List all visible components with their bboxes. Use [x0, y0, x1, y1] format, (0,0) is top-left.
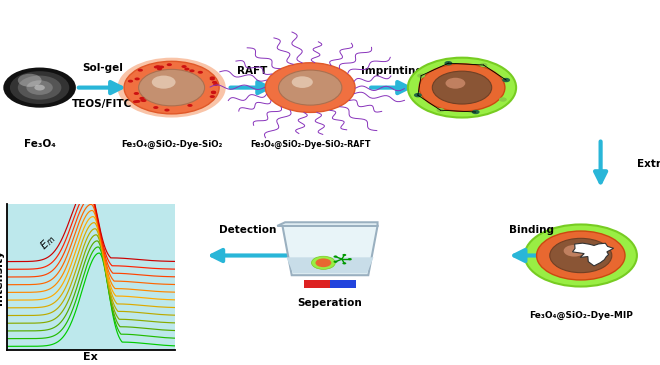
Circle shape — [446, 78, 465, 89]
Circle shape — [26, 80, 53, 95]
Circle shape — [138, 69, 143, 72]
Circle shape — [159, 66, 164, 69]
Text: Imprinting: Imprinting — [361, 66, 423, 76]
Circle shape — [564, 245, 585, 257]
Text: Sol-gel: Sol-gel — [82, 62, 123, 73]
Circle shape — [444, 61, 452, 65]
Circle shape — [164, 109, 170, 112]
Circle shape — [502, 78, 510, 82]
Circle shape — [187, 104, 193, 107]
Circle shape — [265, 63, 355, 112]
Circle shape — [213, 83, 218, 86]
Text: $E_m$: $E_m$ — [37, 232, 58, 253]
Circle shape — [135, 100, 141, 103]
Text: Binding: Binding — [510, 225, 554, 235]
Circle shape — [499, 97, 507, 102]
Circle shape — [211, 91, 216, 93]
Circle shape — [198, 71, 203, 74]
Circle shape — [189, 69, 195, 72]
Circle shape — [550, 238, 612, 273]
Circle shape — [537, 231, 625, 280]
Circle shape — [135, 77, 140, 80]
Circle shape — [432, 71, 492, 104]
Circle shape — [343, 262, 346, 264]
Circle shape — [480, 63, 488, 67]
Circle shape — [117, 58, 226, 118]
Circle shape — [167, 63, 172, 66]
Text: Fe₃O₄@SiO₂-Dye-MIP: Fe₃O₄@SiO₂-Dye-MIP — [529, 311, 633, 320]
Circle shape — [157, 68, 162, 70]
Circle shape — [312, 256, 335, 269]
Circle shape — [210, 95, 215, 98]
Circle shape — [133, 100, 138, 103]
Circle shape — [3, 68, 76, 108]
Circle shape — [472, 110, 480, 114]
Circle shape — [279, 70, 342, 105]
Circle shape — [343, 254, 346, 256]
Bar — [304, 280, 330, 288]
Circle shape — [154, 66, 159, 69]
Circle shape — [141, 99, 146, 102]
Polygon shape — [282, 226, 378, 275]
Bar — [330, 280, 356, 288]
Circle shape — [414, 93, 422, 97]
Circle shape — [182, 65, 187, 68]
Circle shape — [408, 58, 516, 118]
Circle shape — [141, 99, 147, 102]
Circle shape — [128, 80, 133, 82]
Circle shape — [139, 97, 145, 100]
Circle shape — [10, 71, 69, 104]
Circle shape — [134, 92, 139, 95]
Circle shape — [315, 258, 331, 267]
Circle shape — [419, 64, 505, 111]
Circle shape — [156, 65, 161, 68]
Text: Fe₃O₄@SiO₂-Dye-SiO₂-RAFT: Fe₃O₄@SiO₂-Dye-SiO₂-RAFT — [250, 139, 370, 149]
Circle shape — [436, 108, 444, 112]
Circle shape — [211, 91, 216, 94]
Circle shape — [210, 77, 215, 80]
Circle shape — [333, 261, 337, 263]
Text: RAFT: RAFT — [237, 66, 267, 76]
Circle shape — [525, 224, 637, 287]
Circle shape — [292, 76, 313, 88]
Circle shape — [152, 76, 176, 89]
X-axis label: Ex: Ex — [83, 352, 98, 362]
Circle shape — [417, 73, 425, 78]
Text: Fe₃O₄@SiO₂-Dye-SiO₂: Fe₃O₄@SiO₂-Dye-SiO₂ — [121, 139, 222, 149]
Circle shape — [348, 258, 352, 260]
Text: TEOS/FITC: TEOS/FITC — [72, 99, 133, 109]
Text: Extration: Extration — [637, 159, 660, 169]
Text: Detection: Detection — [219, 225, 276, 235]
Circle shape — [210, 76, 215, 79]
Circle shape — [153, 106, 158, 109]
Text: Seperation: Seperation — [298, 298, 362, 308]
Circle shape — [124, 61, 219, 114]
Circle shape — [212, 81, 217, 84]
Polygon shape — [572, 243, 614, 266]
Circle shape — [18, 76, 61, 100]
Polygon shape — [277, 222, 378, 226]
Polygon shape — [286, 257, 374, 273]
Y-axis label: Intensity: Intensity — [0, 250, 4, 305]
Circle shape — [18, 74, 42, 87]
Circle shape — [184, 68, 189, 70]
Text: Fe₃O₄: Fe₃O₄ — [24, 139, 55, 149]
Circle shape — [34, 85, 45, 91]
Circle shape — [139, 69, 205, 106]
Circle shape — [333, 255, 337, 258]
